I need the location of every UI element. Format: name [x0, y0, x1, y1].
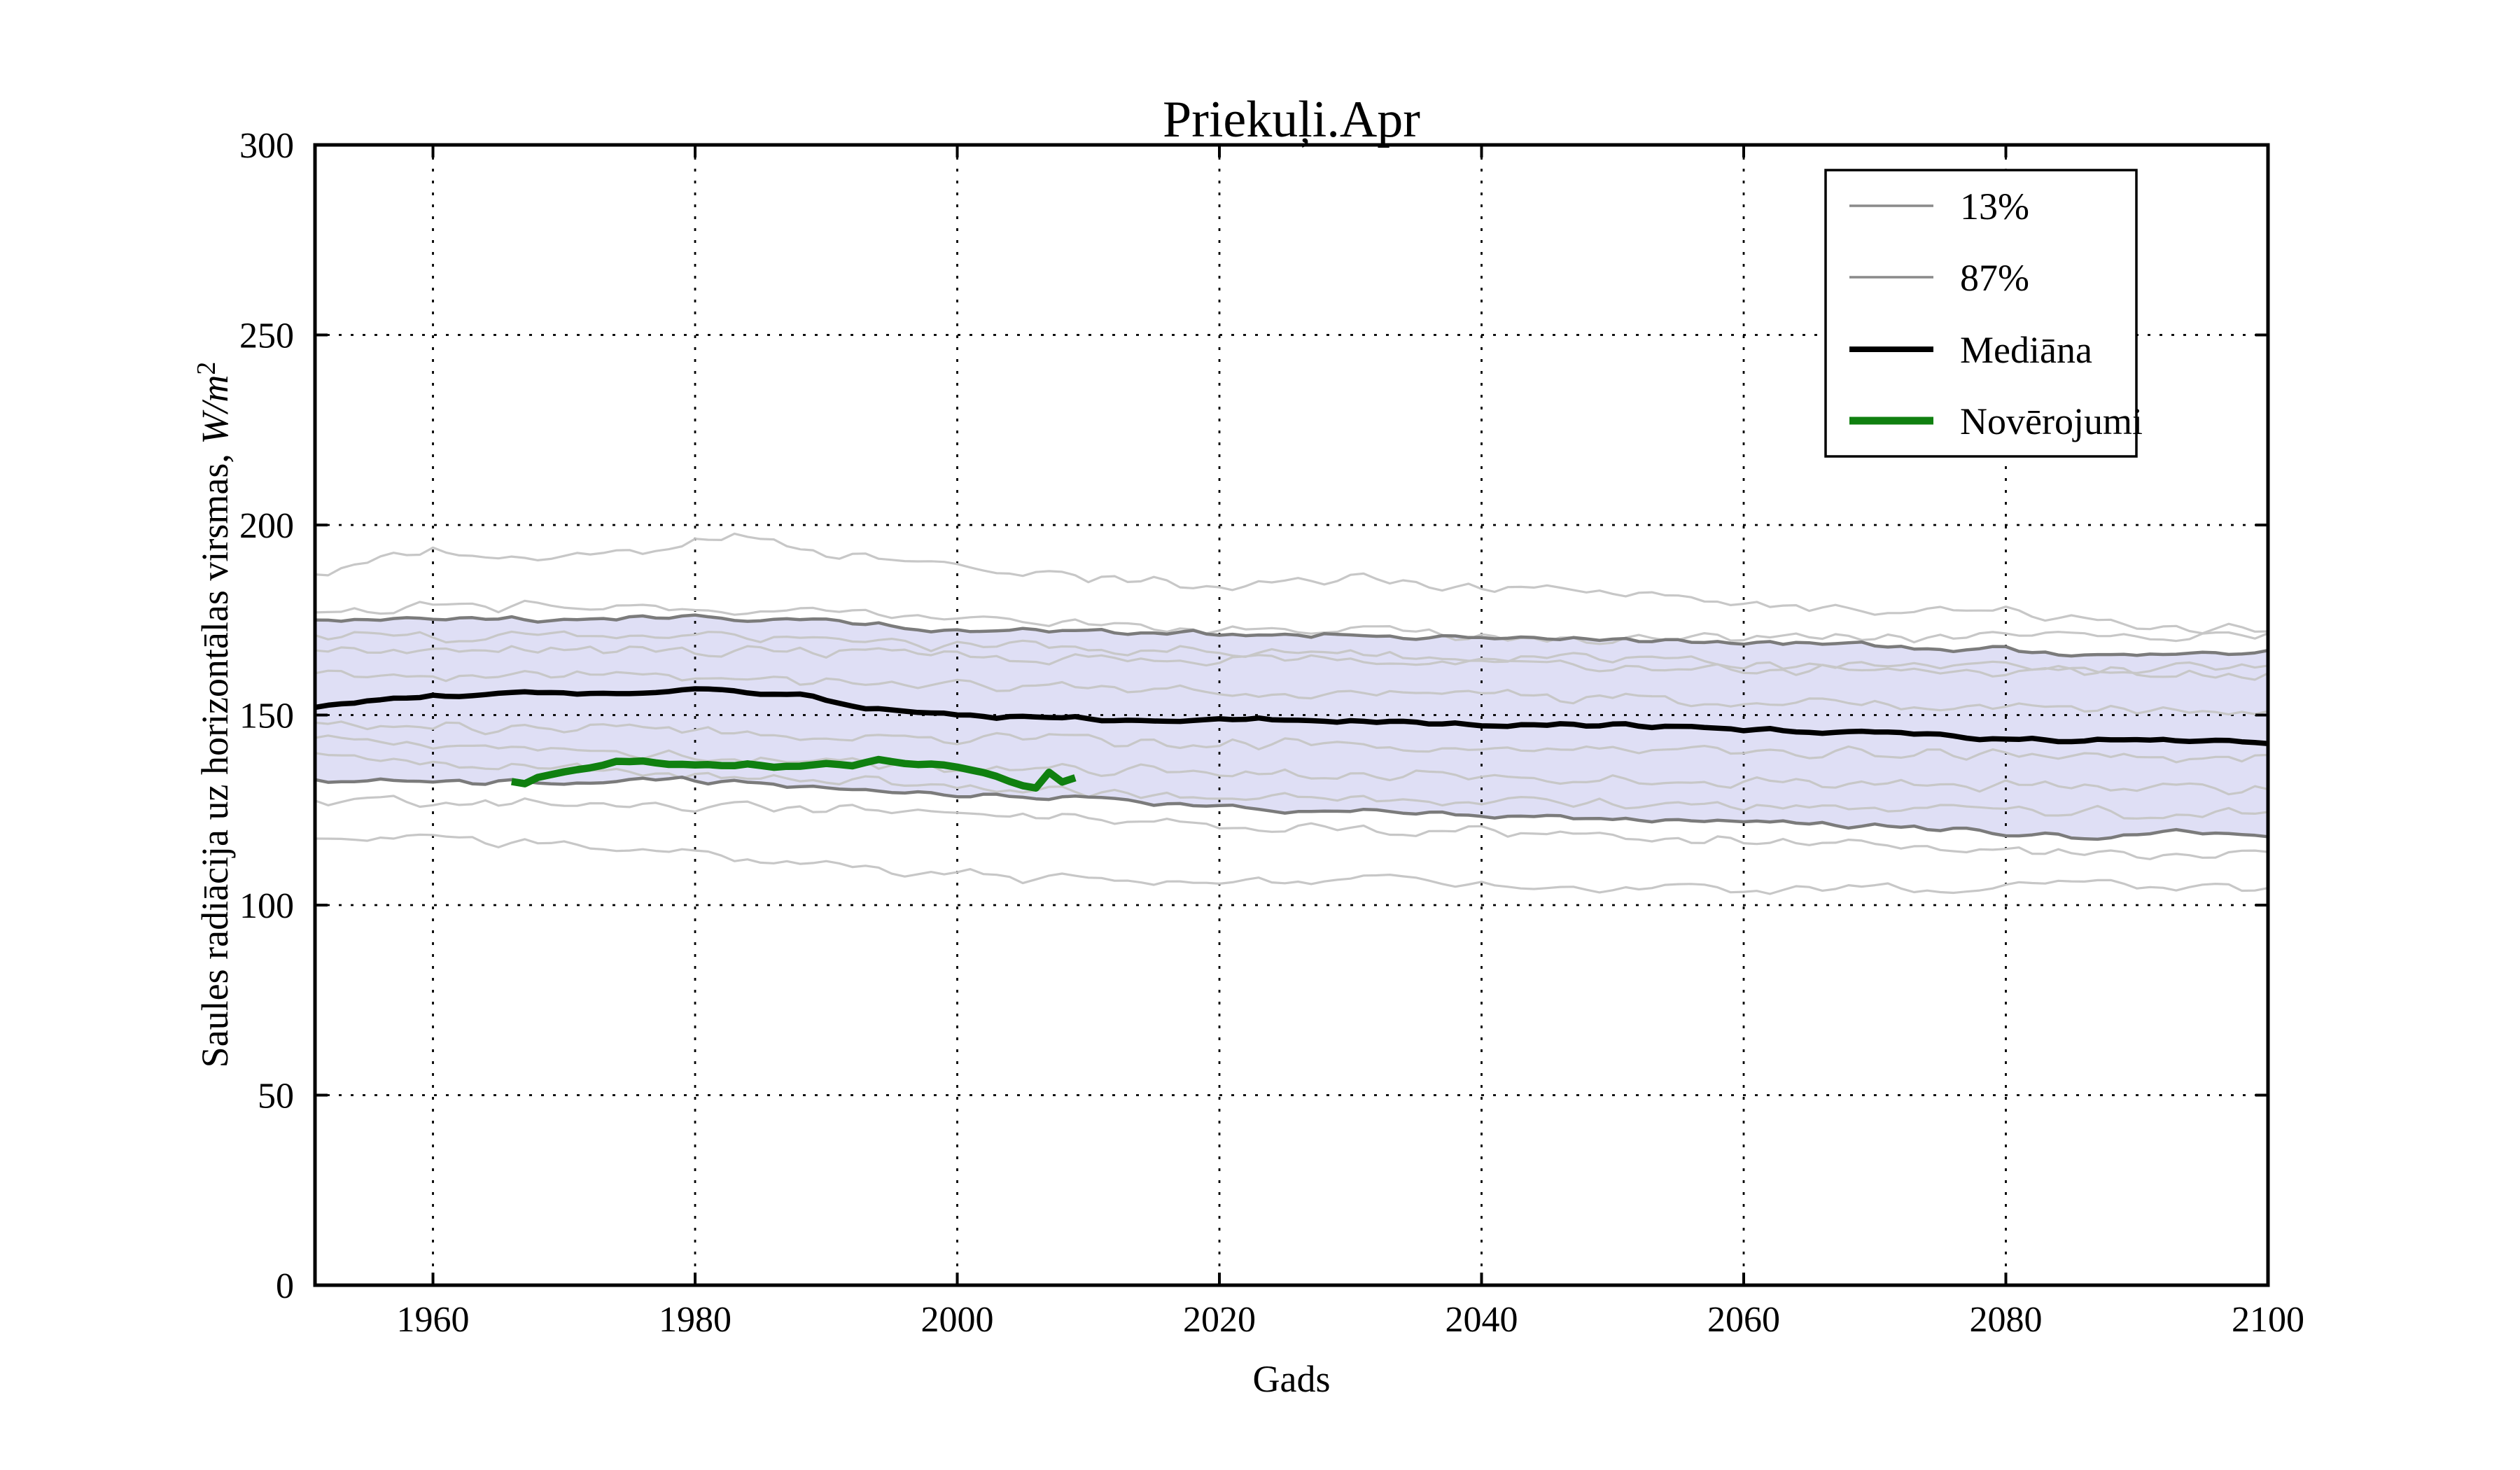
- y-axis-label-text: Saules radiācija uz horizontālas virsmas…: [194, 444, 236, 1068]
- legend-item-noverojumi: Novērojumi: [1849, 400, 2143, 442]
- y-tick-label-200: 200: [239, 506, 294, 546]
- chart-title: Priekuļi.Apr: [1163, 91, 1420, 148]
- legend: 13% 87% Mediāna Novērojumi: [1824, 169, 2143, 458]
- plot-layers: 0 50 100 150 200 250 300 1960 1980 2000 2020 2040 20…: [239, 126, 2304, 1340]
- x-tick-label-2100: 2100: [2232, 1300, 2304, 1340]
- x-tick-label-2080: 2080: [1970, 1300, 2043, 1340]
- series-line-ensemble-ensemble-2: [314, 599, 2269, 645]
- x-tick-label-1980: 1980: [659, 1300, 732, 1340]
- legend-item-13pct: 13%: [1849, 186, 2029, 227]
- y-tick-label-50: 50: [258, 1077, 294, 1116]
- legend-label-mediana: Mediāna: [1960, 329, 2092, 371]
- y-tick-label-300: 300: [239, 126, 294, 166]
- series-line-ensemble-ensemble-6: [314, 720, 2269, 764]
- gridlines: [315, 145, 2268, 1285]
- x-tick-label-2000: 2000: [921, 1300, 994, 1340]
- legend-box: [1824, 169, 2138, 458]
- x-axis-label: Gads: [1253, 1358, 1331, 1400]
- x-tick-label-1960: 1960: [397, 1300, 470, 1340]
- legend-label-87pct: 87%: [1960, 257, 2029, 299]
- x-tick-label-2020: 2020: [1183, 1300, 1256, 1340]
- series-line-quantile-87%: [314, 613, 2269, 658]
- tick-marks: [315, 144, 2269, 1287]
- x-tick-label-2060: 2060: [1707, 1300, 1780, 1340]
- quantile-band-fill: [315, 615, 2268, 839]
- series-line-ensemble-ensemble-8: [314, 752, 2269, 820]
- legend-item-87pct: 87%: [1849, 257, 2029, 299]
- legend-label-noverojumi: Novērojumi: [1960, 400, 2143, 442]
- series-line-ensemble-ensemble-5: [314, 669, 2269, 716]
- series-line-ensemble-ensemble-1: [314, 532, 2269, 635]
- series-line-median-Mediāna: [314, 686, 2269, 746]
- y-tick-label-0: 0: [276, 1266, 294, 1306]
- y-tick-label-100: 100: [239, 886, 294, 926]
- y-axis-label-math: W/m: [194, 375, 236, 444]
- series-line-observations-Novērojumi: [511, 755, 1077, 792]
- legend-label-13pct: 13%: [1960, 186, 2029, 227]
- series-line-quantile-13%: [314, 775, 2269, 841]
- y-axis-label-superscript: 2: [192, 362, 221, 375]
- series-line-ensemble-ensemble-9: [314, 794, 2269, 860]
- series-line-ensemble-ensemble-10: [314, 833, 2269, 895]
- x-tick-label-2040: 2040: [1446, 1300, 1518, 1340]
- legend-item-mediana: Mediāna: [1849, 329, 2092, 371]
- series-line-ensemble-ensemble-3: [314, 630, 2269, 675]
- y-tick-label-250: 250: [239, 316, 294, 356]
- y-tick-label-150: 150: [239, 696, 294, 736]
- series-line-ensemble-ensemble-4: [314, 645, 2269, 681]
- tick-labels: 0 50 100 150 200 250 300 1960 1980 2000 2020 2040 20…: [239, 126, 2304, 1340]
- y-axis-label: Saules radiācija uz horizontālas virsmas…: [192, 362, 236, 1068]
